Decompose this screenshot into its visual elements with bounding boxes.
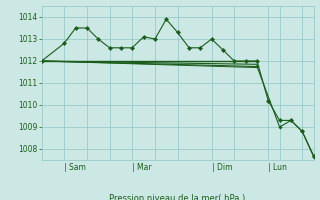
Text: | Mar: | Mar: [132, 163, 152, 172]
Text: | Dim: | Dim: [212, 163, 232, 172]
Text: Pression niveau de la mer( hPa ): Pression niveau de la mer( hPa ): [109, 194, 246, 200]
Text: | Lun: | Lun: [268, 163, 287, 172]
Text: | Sam: | Sam: [64, 163, 86, 172]
